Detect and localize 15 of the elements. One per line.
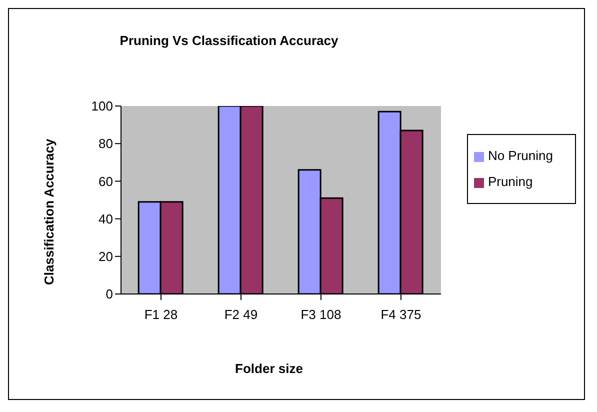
x-tick-label: F3 108 bbox=[300, 307, 342, 322]
y-axis-title: Classification Accuracy bbox=[42, 138, 57, 285]
y-tick-label: 60 bbox=[98, 174, 113, 189]
x-tick-label: F2 49 bbox=[224, 307, 258, 322]
y-tick-label: 100 bbox=[91, 98, 113, 114]
x-axis-title: Folder size bbox=[234, 361, 304, 376]
legend-label: No Pruning bbox=[488, 148, 553, 163]
y-tick-label: 20 bbox=[98, 249, 113, 264]
y-tick-label: 80 bbox=[98, 136, 113, 152]
y-tick-label: 0 bbox=[106, 286, 113, 302]
chart-title: Pruning Vs Classification Accuracy bbox=[118, 33, 340, 48]
y-tick-label: 40 bbox=[98, 211, 113, 226]
x-tick-label: F4 375 bbox=[380, 307, 422, 322]
legend-label: Pruning bbox=[488, 174, 533, 189]
x-tick-label: F1 28 bbox=[144, 307, 178, 322]
